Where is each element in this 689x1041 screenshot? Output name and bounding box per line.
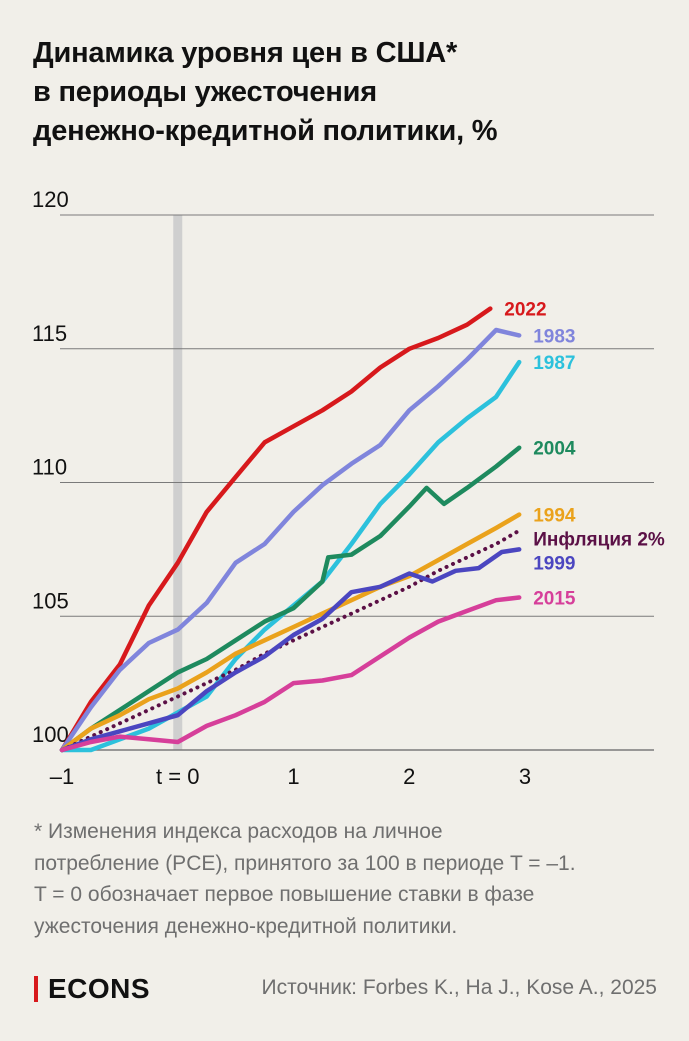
y-tick-label: 105	[32, 588, 69, 613]
footnote-line-3: T = 0 обозначает первое повышение ставки…	[34, 883, 535, 906]
chart-title: Динамика уровня цен в США* в периоды уже…	[33, 34, 673, 151]
x-tick-label: 1	[287, 764, 299, 789]
footnote-line-4: ужесточения денежно-кредитной политики.	[34, 914, 458, 938]
brand-logo: ECONS	[34, 972, 150, 1006]
series-label: 1983	[533, 326, 575, 347]
title-line-1: Динамика уровня цен в США*	[33, 37, 458, 69]
series-label: 1999	[533, 554, 575, 575]
brand-bar	[34, 976, 38, 1002]
series-line-1994	[59, 512, 522, 753]
line-chart: 100 105 110 115 120 –1 t = 0 1 2 3 2022 1983 1987 200…	[32, 187, 665, 789]
y-tick-label: 120	[32, 187, 69, 212]
series-line-1987	[59, 359, 522, 753]
series-label: 2022	[504, 300, 546, 321]
source-credit: Источник: Forbes K., Ha J., Kose A., 202…	[261, 976, 657, 999]
footnote-line-1: * Изменения индекса расходов на личное	[34, 820, 443, 843]
series-label: 2004	[533, 439, 576, 460]
series-label: 1994	[533, 506, 576, 527]
series-line-2022	[59, 306, 493, 753]
x-tick-label: 2	[403, 764, 415, 789]
series-label: 2015	[533, 589, 576, 610]
brand-name: ECONS	[48, 973, 151, 1004]
series-line-Инфляция-2%	[60, 528, 522, 752]
footnote-line-2: потребление (PCE), принятого за 100 в пе…	[34, 851, 576, 875]
series-line-1983	[59, 327, 522, 753]
x-tick-label: 3	[519, 764, 531, 789]
series-line-2004	[59, 445, 522, 753]
footnote: * Изменения индекса расходов на личное п…	[34, 816, 664, 942]
series-label: Инфляция 2%	[533, 530, 665, 551]
x-tick-label: t = 0	[156, 764, 199, 789]
series-line-1999	[59, 547, 522, 753]
title-line-2: в периоды ужесточения	[33, 76, 378, 108]
y-tick-label: 115	[32, 321, 67, 346]
y-tick-label: 110	[32, 455, 67, 480]
y-tick-label: 100	[32, 722, 69, 747]
series-line-2015	[59, 595, 522, 753]
x-tick-label: –1	[50, 764, 74, 789]
title-line-3: денежно-кредитной политики, %	[33, 115, 498, 147]
series-label: 1987	[533, 353, 575, 374]
